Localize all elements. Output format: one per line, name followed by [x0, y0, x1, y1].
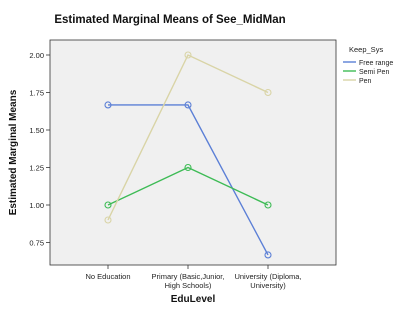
data-point — [104, 201, 112, 209]
plot-area — [49, 39, 337, 266]
y-tick-label: 1.00 — [29, 201, 44, 210]
data-point — [184, 101, 192, 109]
x-axis-label: EduLevel — [171, 294, 216, 305]
y-tick-label: 1.25 — [29, 164, 44, 173]
y-tick-label: 1.50 — [29, 126, 44, 135]
series-line — [107, 166, 269, 206]
series-semi-pen — [104, 163, 272, 209]
data-point — [264, 201, 272, 209]
y-tick-label: 2.00 — [29, 51, 44, 60]
data-point — [184, 51, 192, 59]
y-tick-label: 1.75 — [29, 89, 44, 98]
data-point — [264, 88, 272, 97]
legend-label: Free range — [359, 60, 393, 67]
series-line — [108, 104, 269, 256]
x-tick-label: University (Diploma, University) — [234, 272, 301, 290]
legend-label: Semi Pen — [359, 69, 389, 76]
data-point — [184, 163, 192, 172]
data-point — [104, 216, 112, 224]
x-tick-label: No Education — [85, 272, 130, 281]
chart-title: Estimated Marginal Means of See_MidMan — [54, 14, 286, 26]
legend-label: Pen — [359, 78, 372, 85]
data-point — [264, 251, 272, 259]
series-pen — [104, 51, 272, 224]
series-line — [107, 54, 269, 221]
legend: Keep_Sys Free range Semi Pen Pen — [343, 45, 393, 85]
series-free-range — [104, 101, 272, 259]
y-tick-label: 0.75 — [29, 239, 44, 248]
x-tick-label: Primary (Basic,Junior, High Schools) — [152, 272, 225, 290]
data-point — [104, 101, 112, 109]
legend-title: Keep_Sys — [349, 45, 383, 54]
y-axis-label: Estimated Marginal Means — [8, 89, 19, 215]
